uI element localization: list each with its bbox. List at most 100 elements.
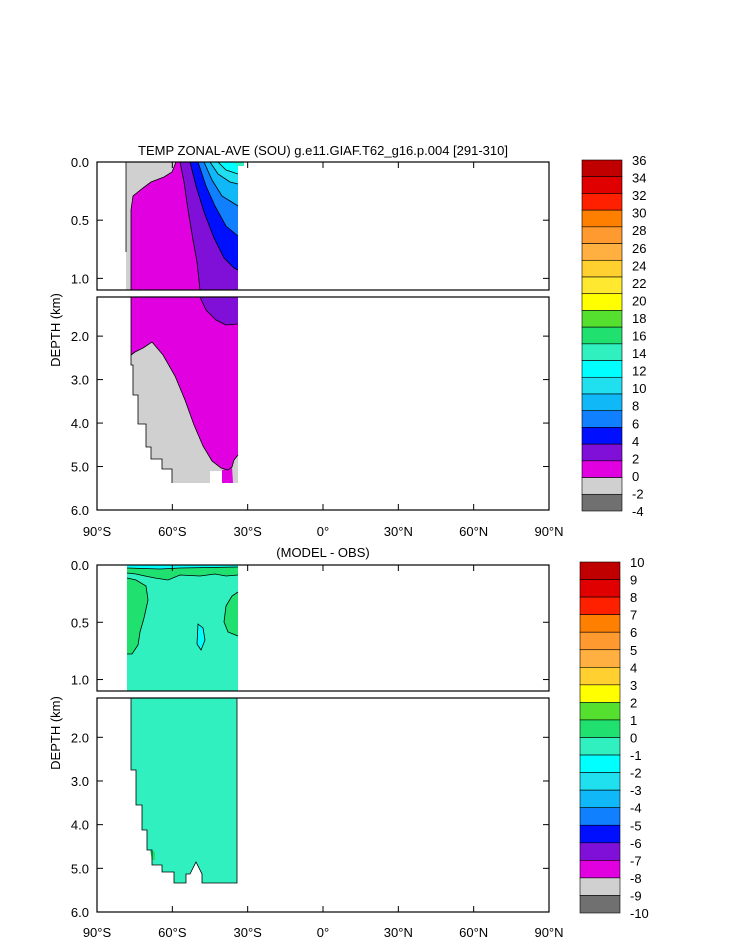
colorbar-swatch <box>581 326 623 345</box>
colorbar-label: 7 <box>630 608 637 623</box>
colorbar-swatch <box>579 596 621 615</box>
x-tick-label: 30°S <box>233 925 262 940</box>
colorbar-label: -4 <box>630 801 642 816</box>
colorbar-label: -7 <box>630 853 642 868</box>
x-tick-label: 60°S <box>158 524 187 539</box>
x-tick-label: 30°N <box>384 925 413 940</box>
diff-upper-green-left <box>127 578 148 654</box>
temp-lower-bottom-magenta <box>222 467 233 483</box>
y-tick-label: 3.0 <box>71 774 89 789</box>
temperature-field-upper <box>126 162 244 290</box>
colorbar-label: 5 <box>630 643 637 658</box>
y-tick-label: 2.0 <box>71 329 89 344</box>
panel-difference: (MODEL - OBS) DEPTH (km) 0.0 0.5 1.0 2.0 3.0 <box>48 545 649 940</box>
colorbar-swatch <box>581 427 623 445</box>
colorbar-swatch <box>579 649 621 668</box>
colorbar-swatch <box>579 772 621 791</box>
colorbar-label: 34 <box>632 171 646 186</box>
x-tick-label: 90°N <box>534 925 563 940</box>
colorbar-swatch <box>581 443 623 462</box>
temp-upper-grey-strip <box>126 162 131 252</box>
colorbar-swatch <box>579 666 621 686</box>
y-ticks-difference: 0.0 0.5 1.0 2.0 3.0 4.0 5.0 6.0 <box>71 558 549 920</box>
colorbar-label: 2 <box>632 451 639 466</box>
temp-lower-magenta <box>131 297 238 470</box>
colorbar-swatch <box>579 895 621 914</box>
colorbar-label: 4 <box>630 660 637 675</box>
x-tick-label: 30°S <box>233 524 262 539</box>
temperature-contours-upper <box>125 161 239 291</box>
colorbar-label: 10 <box>632 381 646 396</box>
y-tick-label: 4.0 <box>71 818 89 833</box>
colorbar-swatch <box>579 877 621 896</box>
colorbar-label: 4 <box>632 434 639 449</box>
colorbar-label: 6 <box>632 416 639 431</box>
x-ticks-difference: 90°S 60°S 30°S 0° 30°N 60°N 90°N <box>83 565 564 940</box>
panel-temperature: TEMP ZONAL-AVE (SOU) g.e11.GIAF.T62_g16.… <box>48 143 646 539</box>
colorbar-label: -10 <box>630 906 649 921</box>
x-tick-label: 30°N <box>384 524 413 539</box>
y-tick-label: 4.0 <box>71 416 89 431</box>
y-tick-label: 0.5 <box>71 615 89 630</box>
temperature-field-lower <box>131 297 238 483</box>
y-tick-label: 6.0 <box>71 503 89 518</box>
colorbar-swatch <box>579 719 621 738</box>
colorbar-label: 3 <box>630 678 637 693</box>
x-tick-label: 60°S <box>158 925 187 940</box>
diff-lower-aqua <box>131 698 237 883</box>
colorbar-swatch <box>581 226 623 244</box>
colorbar-swatch <box>579 860 621 879</box>
colorbar-label: -8 <box>630 871 642 886</box>
colorbar-label: -2 <box>630 766 642 781</box>
colorbar-label: 36 <box>632 153 646 168</box>
colorbar-label: -6 <box>630 836 642 851</box>
temp-upper-aqua <box>218 162 238 174</box>
colorbar-label: -1 <box>630 748 642 763</box>
colorbar-swatch <box>579 824 621 844</box>
colorbar-swatch <box>581 159 623 178</box>
colorbar-label: -4 <box>632 504 644 519</box>
diff-upper-cyan-top <box>127 565 238 569</box>
x-tick-label: 90°S <box>83 524 112 539</box>
colorbar-label: 10 <box>630 555 644 570</box>
colorbar-swatch <box>581 493 623 512</box>
colorbar-swatch <box>581 259 623 278</box>
colorbar-swatch <box>579 631 621 651</box>
colorbar-swatch <box>581 193 623 211</box>
colorbar-label: 26 <box>632 241 646 256</box>
colorbar-label: -9 <box>630 888 642 903</box>
y-tick-label: 6.0 <box>71 905 89 920</box>
colorbar-label: 0 <box>632 469 639 484</box>
diff-upper-green-right <box>224 592 238 636</box>
colorbar-swatch <box>579 737 621 756</box>
y-tick-label: 1.0 <box>71 673 89 688</box>
colorbar-swatch <box>579 579 621 598</box>
colorbar-swatch <box>581 360 623 378</box>
colorbar-label: -2 <box>632 486 644 501</box>
diff-upper-aqua <box>127 565 238 691</box>
colorbar-label: 0 <box>630 731 637 746</box>
colorbar-swatch <box>581 276 623 295</box>
y-tick-label: 0.0 <box>71 558 89 573</box>
colorbar-label: 6 <box>630 625 637 640</box>
colorbar-label: 16 <box>632 329 646 344</box>
colorbar-swatch <box>579 807 621 826</box>
colorbar-label: 8 <box>632 399 639 414</box>
colorbar-swatch <box>581 460 623 478</box>
colorbar-swatch <box>581 410 623 428</box>
temp-upper-green <box>234 162 244 166</box>
colorbar-swatch <box>581 209 623 228</box>
y-ticks-temperature: 0.0 0.5 1.0 2.0 3.0 4.0 5.0 6.0 <box>71 155 549 518</box>
diff-lower-green-spot <box>150 850 155 860</box>
colorbar-swatch <box>579 702 621 721</box>
colorbar-label: 1 <box>630 713 637 728</box>
chart-title-difference: (MODEL - OBS) <box>276 545 369 560</box>
y-tick-label: 3.0 <box>71 373 89 388</box>
y-tick-label: 5.0 <box>71 861 89 876</box>
colorbar-label: -3 <box>630 783 642 798</box>
diff-upper-cyan-blob <box>197 624 205 650</box>
colorbar-label: 24 <box>632 258 646 273</box>
colorbar-swatch <box>581 293 623 311</box>
